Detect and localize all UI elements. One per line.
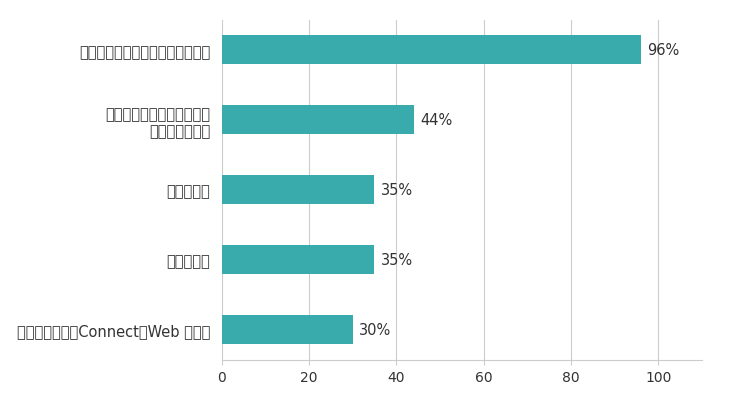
Bar [222, 175, 375, 205]
Bar [222, 315, 353, 344]
Bar [222, 245, 375, 275]
Text: 44%: 44% [421, 113, 453, 128]
Text: 96%: 96% [647, 43, 680, 58]
Text: 35%: 35% [381, 252, 413, 267]
Text: 35%: 35% [381, 183, 413, 198]
Text: 30%: 30% [359, 322, 391, 337]
Bar [222, 106, 414, 135]
Bar [222, 36, 641, 65]
